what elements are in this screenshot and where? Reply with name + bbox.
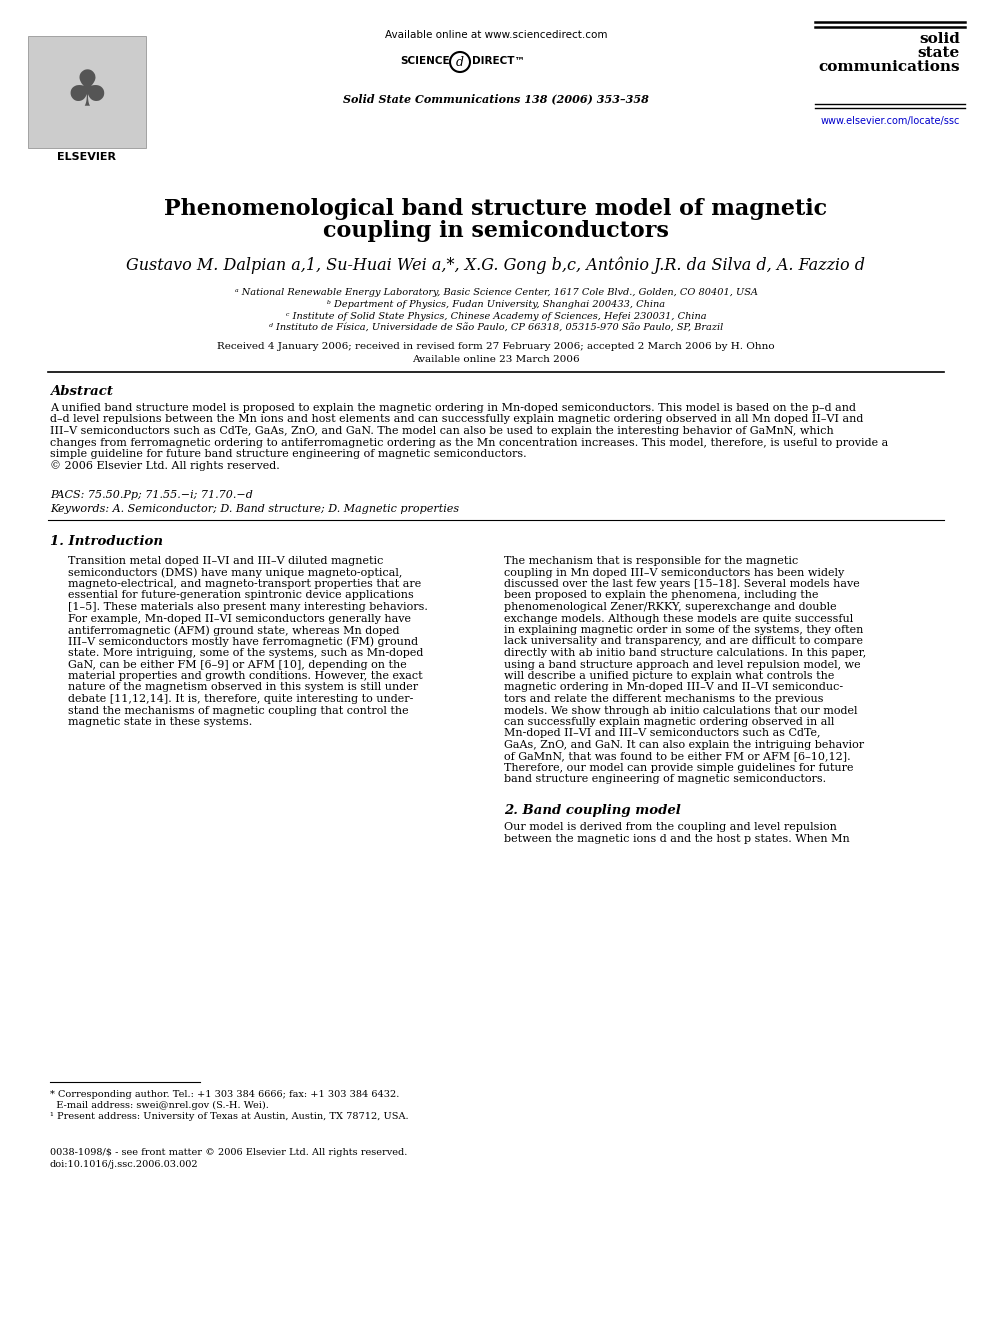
Text: simple guideline for future band structure engineering of magnetic semiconductor: simple guideline for future band structu… xyxy=(50,448,527,459)
Text: directly with ab initio band structure calculations. In this paper,: directly with ab initio band structure c… xyxy=(504,648,866,658)
Text: www.elsevier.com/locate/ssc: www.elsevier.com/locate/ssc xyxy=(820,116,959,126)
Text: ELSEVIER: ELSEVIER xyxy=(58,152,116,161)
Text: tors and relate the different mechanisms to the previous: tors and relate the different mechanisms… xyxy=(504,695,823,704)
Text: ♣: ♣ xyxy=(64,67,109,116)
Text: Mn-doped II–VI and III–V semiconductors such as CdTe,: Mn-doped II–VI and III–V semiconductors … xyxy=(504,729,820,738)
Text: DIRECT™: DIRECT™ xyxy=(472,56,525,66)
Text: ᵈ Instituto de Física, Universidade de São Paulo, CP 66318, 05315-970 São Paulo,: ᵈ Instituto de Física, Universidade de S… xyxy=(269,324,723,333)
Text: material properties and growth conditions. However, the exact: material properties and growth condition… xyxy=(68,671,423,681)
Text: PACS: 75.50.Pp; 71.55.−i; 71.70.−d: PACS: 75.50.Pp; 71.55.−i; 71.70.−d xyxy=(50,490,253,500)
Text: of GaMnN, that was found to be either FM or AFM [6–10,12].: of GaMnN, that was found to be either FM… xyxy=(504,751,850,762)
Text: Gustavo M. Dalpian a,1, Su-Huai Wei a,*, X.G. Gong b,c, Antônio J.R. da Silva d,: Gustavo M. Dalpian a,1, Su-Huai Wei a,*,… xyxy=(127,255,865,274)
Text: Received 4 January 2006; received in revised form 27 February 2006; accepted 2 M: Received 4 January 2006; received in rev… xyxy=(217,343,775,351)
Text: ᶜ Institute of Solid State Physics, Chinese Academy of Sciences, Hefei 230031, C: ᶜ Institute of Solid State Physics, Chin… xyxy=(286,312,706,321)
Text: 0038-1098/$ - see front matter © 2006 Elsevier Ltd. All rights reserved.: 0038-1098/$ - see front matter © 2006 El… xyxy=(50,1148,408,1158)
Text: Solid State Communications 138 (2006) 353–358: Solid State Communications 138 (2006) 35… xyxy=(343,93,649,105)
Text: ¹ Present address: University of Texas at Austin, Austin, TX 78712, USA.: ¹ Present address: University of Texas a… xyxy=(50,1113,409,1121)
Text: Keywords: A. Semiconductor; D. Band structure; D. Magnetic properties: Keywords: A. Semiconductor; D. Band stru… xyxy=(50,504,459,515)
Text: exchange models. Although these models are quite successful: exchange models. Although these models a… xyxy=(504,614,853,623)
Text: communications: communications xyxy=(818,60,960,74)
Text: been proposed to explain the phenomena, including the: been proposed to explain the phenomena, … xyxy=(504,590,818,601)
Text: can successfully explain magnetic ordering observed in all: can successfully explain magnetic orderi… xyxy=(504,717,834,728)
Text: [1–5]. These materials also present many interesting behaviors.: [1–5]. These materials also present many… xyxy=(68,602,428,613)
Text: magnetic ordering in Mn-doped III–V and II–VI semiconduc-: magnetic ordering in Mn-doped III–V and … xyxy=(504,683,843,692)
Text: debate [11,12,14]. It is, therefore, quite interesting to under-: debate [11,12,14]. It is, therefore, qui… xyxy=(68,695,414,704)
Text: Phenomenological band structure model of magnetic: Phenomenological band structure model of… xyxy=(165,198,827,220)
Text: models. We show through ab initio calculations that our model: models. We show through ab initio calcul… xyxy=(504,705,857,716)
Text: magneto-electrical, and magneto-transport properties that are: magneto-electrical, and magneto-transpor… xyxy=(68,579,422,589)
Text: antiferromagnetic (AFM) ground state, whereas Mn doped: antiferromagnetic (AFM) ground state, wh… xyxy=(68,624,400,635)
Text: band structure engineering of magnetic semiconductors.: band structure engineering of magnetic s… xyxy=(504,774,826,785)
Text: in explaining magnetic order in some of the systems, they often: in explaining magnetic order in some of … xyxy=(504,624,863,635)
Text: between the magnetic ions d and the host p states. When Mn: between the magnetic ions d and the host… xyxy=(504,833,850,844)
Text: changes from ferromagnetic ordering to antiferromagnetic ordering as the Mn conc: changes from ferromagnetic ordering to a… xyxy=(50,438,888,447)
Text: lack universality and transparency, and are difficult to compare: lack universality and transparency, and … xyxy=(504,636,863,647)
Text: Available online 23 March 2006: Available online 23 March 2006 xyxy=(413,355,579,364)
Text: III–V semiconductors such as CdTe, GaAs, ZnO, and GaN. The model can also be use: III–V semiconductors such as CdTe, GaAs,… xyxy=(50,426,833,437)
Text: will describe a unified picture to explain what controls the: will describe a unified picture to expla… xyxy=(504,671,834,681)
Text: solid: solid xyxy=(920,32,960,46)
Text: state: state xyxy=(918,46,960,60)
Text: Available online at www.sciencedirect.com: Available online at www.sciencedirect.co… xyxy=(385,30,607,40)
Bar xyxy=(28,36,146,148)
Text: d–d level repulsions between the Mn ions and host elements and can successfully : d–d level repulsions between the Mn ions… xyxy=(50,414,863,425)
Text: essential for future-generation spintronic device applications: essential for future-generation spintron… xyxy=(68,590,414,601)
Text: E-mail address: swei@nrel.gov (S.-H. Wei).: E-mail address: swei@nrel.gov (S.-H. Wei… xyxy=(50,1101,269,1110)
Text: ᵇ Department of Physics, Fudan University, Shanghai 200433, China: ᵇ Department of Physics, Fudan Universit… xyxy=(327,300,665,310)
Text: doi:10.1016/j.ssc.2006.03.002: doi:10.1016/j.ssc.2006.03.002 xyxy=(50,1160,198,1170)
Text: d: d xyxy=(456,57,464,70)
Text: coupling in Mn doped III–V semiconductors has been widely: coupling in Mn doped III–V semiconductor… xyxy=(504,568,844,578)
Text: nature of the magnetism observed in this system is still under: nature of the magnetism observed in this… xyxy=(68,683,418,692)
Text: coupling in semiconductors: coupling in semiconductors xyxy=(323,220,669,242)
Text: Therefore, our model can provide simple guidelines for future: Therefore, our model can provide simple … xyxy=(504,763,853,773)
Text: Our model is derived from the coupling and level repulsion: Our model is derived from the coupling a… xyxy=(504,822,837,832)
Text: state. More intriguing, some of the systems, such as Mn-doped: state. More intriguing, some of the syst… xyxy=(68,648,424,658)
Text: phenomenological Zener/RKKY, superexchange and double: phenomenological Zener/RKKY, superexchan… xyxy=(504,602,836,613)
Text: semiconductors (DMS) have many unique magneto-optical,: semiconductors (DMS) have many unique ma… xyxy=(68,568,403,578)
Text: * Corresponding author. Tel.: +1 303 384 6666; fax: +1 303 384 6432.: * Corresponding author. Tel.: +1 303 384… xyxy=(50,1090,400,1099)
Text: magnetic state in these systems.: magnetic state in these systems. xyxy=(68,717,252,728)
Text: Abstract: Abstract xyxy=(50,385,113,398)
Text: GaAs, ZnO, and GaN. It can also explain the intriguing behavior: GaAs, ZnO, and GaN. It can also explain … xyxy=(504,740,864,750)
Text: The mechanism that is responsible for the magnetic: The mechanism that is responsible for th… xyxy=(504,556,799,566)
Text: © 2006 Elsevier Ltd. All rights reserved.: © 2006 Elsevier Ltd. All rights reserved… xyxy=(50,460,280,471)
Text: A unified band structure model is proposed to explain the magnetic ordering in M: A unified band structure model is propos… xyxy=(50,404,856,413)
Text: GaN, can be either FM [6–9] or AFM [10], depending on the: GaN, can be either FM [6–9] or AFM [10],… xyxy=(68,659,407,669)
Text: ᵃ National Renewable Energy Laboratory, Basic Science Center, 1617 Cole Blvd., G: ᵃ National Renewable Energy Laboratory, … xyxy=(234,288,758,296)
Text: III–V semiconductors mostly have ferromagnetic (FM) ground: III–V semiconductors mostly have ferroma… xyxy=(68,636,418,647)
Text: 1. Introduction: 1. Introduction xyxy=(50,534,163,548)
Text: using a band structure approach and level repulsion model, we: using a band structure approach and leve… xyxy=(504,659,861,669)
Text: stand the mechanisms of magnetic coupling that control the: stand the mechanisms of magnetic couplin… xyxy=(68,705,409,716)
Text: For example, Mn-doped II–VI semiconductors generally have: For example, Mn-doped II–VI semiconducto… xyxy=(68,614,411,623)
Text: SCIENCE: SCIENCE xyxy=(401,56,450,66)
Text: discussed over the last few years [15–18]. Several models have: discussed over the last few years [15–18… xyxy=(504,579,860,589)
Text: Transition metal doped II–VI and III–V diluted magnetic: Transition metal doped II–VI and III–V d… xyxy=(68,556,383,566)
Text: 2. Band coupling model: 2. Band coupling model xyxy=(504,804,681,818)
